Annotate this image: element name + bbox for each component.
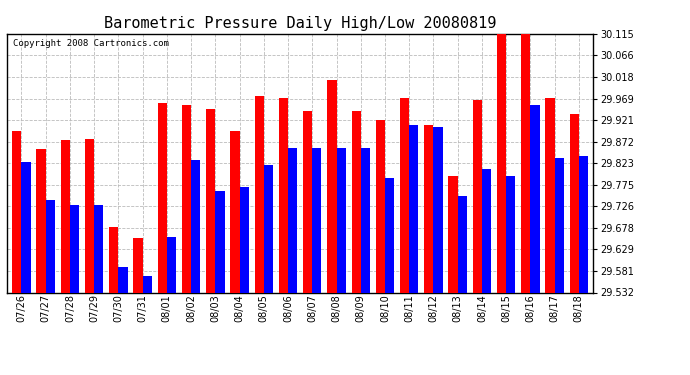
Bar	[182, 105, 191, 292]
Text: Copyright 2008 Cartronics.com: Copyright 2008 Cartronics.com	[13, 39, 168, 48]
Bar	[506, 176, 515, 292]
Bar	[12, 131, 21, 292]
Bar	[215, 191, 224, 292]
Bar	[361, 148, 370, 292]
Bar	[61, 140, 70, 292]
Bar	[545, 98, 555, 292]
Bar	[409, 125, 418, 292]
Bar	[143, 276, 152, 292]
Bar	[21, 162, 30, 292]
Bar	[133, 238, 143, 292]
Bar	[37, 149, 46, 292]
Bar	[497, 32, 506, 292]
Bar	[157, 102, 167, 292]
Bar	[255, 96, 264, 292]
Bar	[288, 148, 297, 292]
Bar	[264, 165, 273, 292]
Bar	[400, 98, 409, 292]
Bar	[555, 158, 564, 292]
Bar	[482, 169, 491, 292]
Bar	[46, 200, 55, 292]
Bar	[433, 127, 443, 292]
Bar	[230, 131, 239, 292]
Bar	[579, 156, 588, 292]
Bar	[119, 267, 128, 292]
Bar	[191, 160, 200, 292]
Bar	[70, 205, 79, 292]
Bar	[167, 237, 176, 292]
Bar	[337, 148, 346, 292]
Bar	[570, 114, 579, 292]
Bar	[303, 111, 313, 292]
Bar	[521, 34, 531, 292]
Bar	[531, 105, 540, 292]
Bar	[473, 100, 482, 292]
Title: Barometric Pressure Daily High/Low 20080819: Barometric Pressure Daily High/Low 20080…	[104, 16, 496, 31]
Bar	[376, 120, 385, 292]
Bar	[206, 109, 215, 292]
Bar	[351, 111, 361, 292]
Bar	[109, 227, 119, 292]
Bar	[327, 80, 337, 292]
Bar	[94, 205, 104, 292]
Bar	[385, 178, 394, 292]
Bar	[279, 98, 288, 292]
Bar	[239, 187, 249, 292]
Bar	[457, 196, 467, 292]
Bar	[313, 148, 322, 292]
Bar	[448, 176, 457, 292]
Bar	[424, 125, 433, 292]
Bar	[85, 139, 94, 292]
